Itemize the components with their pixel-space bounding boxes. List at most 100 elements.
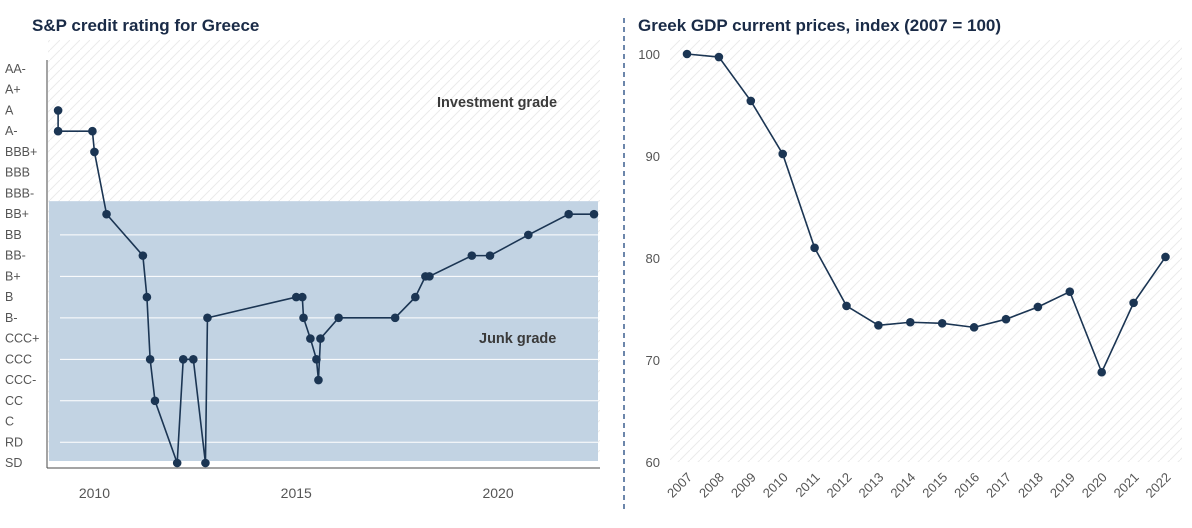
rating-point <box>189 355 198 364</box>
rating-point <box>150 396 160 406</box>
gdp-point <box>842 301 851 311</box>
right-x-tick-label: 2008 <box>696 470 727 501</box>
right-y-tick-label: 60 <box>646 455 660 470</box>
rating-point <box>467 251 477 260</box>
right-x-tick-label: 2013 <box>855 470 886 501</box>
rating-point <box>425 272 434 281</box>
gdp-point <box>1001 314 1011 324</box>
gdp-point <box>969 323 979 332</box>
gdp-point <box>1161 252 1170 262</box>
junk-grade-region <box>49 201 598 461</box>
right-x-tick-label: 2018 <box>1015 470 1046 501</box>
right-x-tick-label: 2010 <box>760 470 791 501</box>
right-x-tick-labels: 2007 2008 2009 2010 2011 2012 2013 2014 2015 2016… <box>664 470 1174 501</box>
left-y-tick-label: A <box>5 103 14 117</box>
right-y-tick-labels: 60 70 80 90 100 <box>638 47 660 470</box>
right-x-tick-label: 2017 <box>983 470 1014 501</box>
rating-point <box>145 355 155 364</box>
left-x-tick-label: 2010 <box>79 485 110 501</box>
left-y-tick-label: CCC+ <box>5 332 39 346</box>
gdp-point <box>746 96 756 106</box>
gdp-point <box>874 321 883 330</box>
rating-point <box>53 126 63 136</box>
right-y-tick-label: 70 <box>646 353 660 368</box>
rating-point <box>53 106 63 115</box>
right-x-tick-label: 2009 <box>728 470 759 501</box>
left-y-tick-label: CCC- <box>5 373 36 387</box>
right-x-tick-label: 2022 <box>1143 470 1174 501</box>
left-y-tick-label: BBB+ <box>5 145 37 159</box>
junk-grade-label: Junk grade <box>479 331 556 347</box>
left-x-tick-label: 2015 <box>281 485 312 501</box>
rating-point <box>485 251 495 260</box>
rating-point <box>142 292 152 302</box>
left-y-tick-label: B <box>5 290 13 304</box>
rating-point <box>314 375 323 385</box>
left-y-tick-label: BBB- <box>5 186 34 200</box>
rating-point <box>138 251 148 260</box>
left-y-tick-label: CCC <box>5 352 32 366</box>
rating-point <box>312 355 321 364</box>
investment-grade-label: Investment grade <box>437 95 557 111</box>
left-y-tick-label: AA- <box>5 62 26 76</box>
right-x-tick-label: 2007 <box>664 470 695 501</box>
rating-point <box>564 209 573 219</box>
right-x-tick-label: 2015 <box>919 470 950 501</box>
gdp-point <box>1033 302 1043 312</box>
left-y-tick-label: B- <box>5 311 18 325</box>
left-x-tick-labels: 2010 2015 2020 <box>79 485 514 501</box>
left-y-tick-label: BB <box>5 228 22 242</box>
right-x-tick-label: 2014 <box>887 470 918 501</box>
left-chart-title: S&P credit rating for Greece <box>32 16 259 35</box>
left-x-tick-label: 2020 <box>482 485 513 501</box>
rating-point <box>390 313 400 323</box>
rating-point <box>172 458 182 468</box>
gdp-point <box>1097 367 1106 377</box>
rating-point <box>291 292 301 302</box>
gdp-series <box>682 49 1170 377</box>
right-y-tick-label: 80 <box>646 251 660 266</box>
left-y-tick-label: A- <box>5 124 18 138</box>
left-y-tick-label: B+ <box>5 269 21 283</box>
left-y-tick-label: BBB <box>5 166 30 180</box>
left-gridlines <box>60 234 598 443</box>
right-x-tick-label: 2016 <box>951 470 982 501</box>
right-x-tick-label: 2019 <box>1047 470 1078 501</box>
gdp-point <box>714 52 724 62</box>
right-x-tick-label: 2021 <box>1111 470 1142 501</box>
rating-series <box>53 106 599 468</box>
rating-point <box>299 313 308 323</box>
rating-point <box>201 458 210 468</box>
right-plot-background <box>670 40 1182 462</box>
rating-point <box>88 126 97 136</box>
right-chart-title: Greek GDP current prices, index (2007 = … <box>638 16 1001 35</box>
rating-point <box>306 334 315 343</box>
left-y-tick-labels: AA-A+AA-BBB+BBBBBB-BB+BBBB-B+BB-CCC+CCCC… <box>5 62 39 470</box>
rating-point <box>411 292 420 302</box>
gdp-line <box>686 53 1167 375</box>
rating-point <box>90 147 99 157</box>
rating-point <box>524 230 533 240</box>
left-y-tick-label: RD <box>5 435 23 449</box>
gdp-point <box>810 243 819 253</box>
gdp-point <box>682 49 692 59</box>
gdp-point <box>1065 287 1075 296</box>
gdp-point <box>906 317 915 327</box>
gdp-point <box>1129 298 1138 308</box>
right-y-tick-label: 100 <box>638 47 660 62</box>
gdp-point <box>937 318 947 328</box>
rating-point <box>589 209 599 219</box>
rating-point <box>298 292 307 302</box>
left-y-tick-label: CC <box>5 394 23 408</box>
left-y-tick-label: A+ <box>5 83 21 97</box>
rating-point <box>102 209 111 219</box>
rating-point <box>316 334 325 343</box>
rating-point <box>203 313 212 323</box>
right-y-tick-label: 90 <box>646 149 660 164</box>
right-x-tick-label: 2011 <box>792 470 822 500</box>
left-y-tick-label: BB+ <box>5 207 29 221</box>
left-y-tick-label: BB- <box>5 249 26 263</box>
gdp-point <box>778 149 787 159</box>
